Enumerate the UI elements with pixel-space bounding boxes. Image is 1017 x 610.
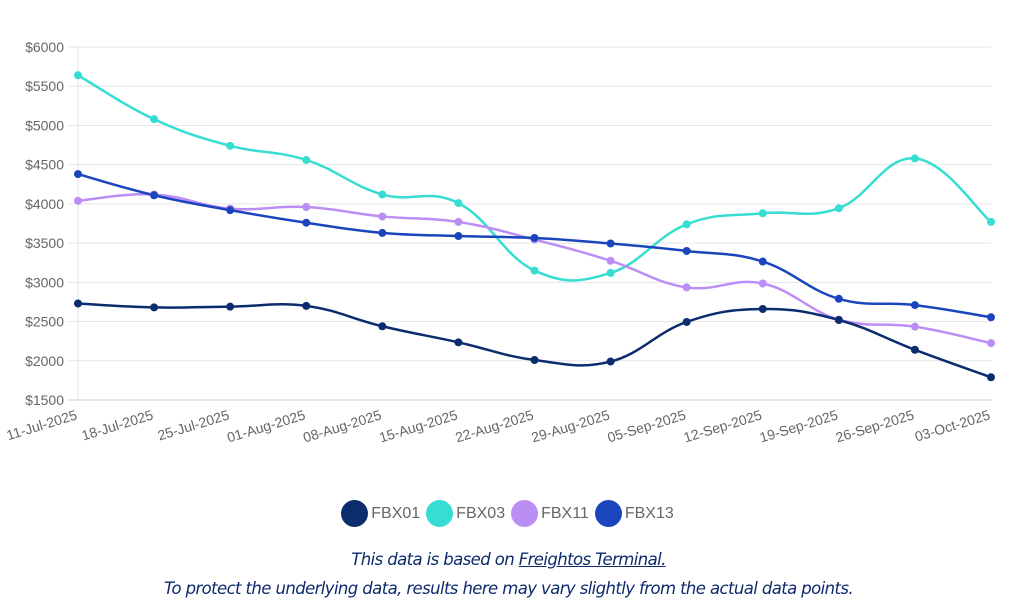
data-point-fbx11[interactable] (378, 212, 387, 221)
data-point-fbx11[interactable] (74, 196, 82, 205)
legend-item-fbx11[interactable]: FBX11 (511, 500, 589, 527)
x-tick-label: 15-Aug-2025 (377, 407, 459, 446)
series-line-fbx01 (77, 302, 992, 379)
y-tick-label: $4000 (25, 196, 64, 212)
data-point-fbx13[interactable] (758, 257, 767, 266)
y-tick-label: $1500 (25, 392, 64, 408)
y-axis: $1500 $2000 $2500 $3000 $3500 $4000 $4500 $5000… (25, 39, 64, 408)
x-tick-label: 03-Oct-2025 (913, 407, 992, 445)
legend-swatch-icon (426, 500, 454, 527)
data-point-fbx03[interactable] (454, 199, 463, 208)
data-point-fbx01[interactable] (682, 317, 691, 326)
data-point-fbx03[interactable] (987, 217, 995, 226)
data-point-fbx03[interactable] (682, 220, 691, 229)
freightos-terminal-link[interactable]: Freightos Terminal. (518, 550, 667, 569)
data-point-fbx13[interactable] (834, 294, 843, 303)
data-point-fbx03[interactable] (302, 155, 311, 164)
x-tick-label: 26-Sep-2025 (834, 407, 916, 446)
legend-item-fbx13[interactable]: FBX13 (594, 500, 674, 527)
data-point-fbx01[interactable] (454, 338, 463, 347)
x-tick-label: 12-Sep-2025 (682, 407, 764, 446)
x-tick-label: 05-Sep-2025 (605, 407, 687, 446)
series-line-fbx13 (77, 172, 992, 319)
data-point-fbx03[interactable] (910, 154, 919, 163)
data-point-fbx13[interactable] (302, 218, 311, 227)
series-lines (77, 74, 992, 379)
data-point-fbx03[interactable] (226, 141, 235, 150)
data-point-fbx03[interactable] (378, 190, 387, 199)
data-point-fbx13[interactable] (150, 191, 159, 200)
data-point-fbx13[interactable] (530, 234, 539, 243)
data-point-fbx13[interactable] (454, 232, 463, 241)
data-point-fbx03[interactable] (150, 115, 159, 124)
data-point-fbx03[interactable] (74, 71, 82, 80)
y-tick-label: $6000 (25, 39, 64, 55)
data-point-fbx11[interactable] (302, 203, 311, 212)
data-point-fbx13[interactable] (226, 206, 235, 215)
x-tick-label: 25-Jul-2025 (156, 407, 232, 444)
data-point-fbx01[interactable] (987, 373, 995, 382)
legend-swatch-icon (341, 500, 369, 527)
series-points (74, 71, 995, 382)
data-point-fbx03[interactable] (530, 266, 539, 275)
legend-label: FBX01 (371, 504, 421, 522)
x-tick-label: 22-Aug-2025 (453, 407, 535, 446)
y-tick-label: $4500 (25, 157, 64, 173)
data-point-fbx01[interactable] (302, 301, 311, 310)
y-tick-label: $2500 (25, 314, 64, 330)
y-tick-label: $2000 (25, 353, 64, 369)
x-tick-label: 08-Aug-2025 (301, 407, 383, 446)
y-tick-label: $3000 (25, 274, 64, 290)
data-point-fbx01[interactable] (226, 302, 235, 311)
data-point-fbx13[interactable] (74, 170, 82, 179)
data-point-fbx13[interactable] (378, 228, 387, 237)
data-point-fbx11[interactable] (682, 283, 691, 292)
footer-disclaimer: To protect the underlying data, results … (164, 579, 854, 598)
grid-lines (68, 46, 991, 401)
legend-item-fbx03[interactable]: FBX03 (426, 500, 505, 527)
series-line-fbx03 (77, 74, 992, 282)
y-tick-label: $5500 (25, 78, 64, 94)
data-point-fbx01[interactable] (530, 355, 539, 364)
x-axis: 11-Jul-2025 18-Jul-2025 25-Jul-202501-Aug-… (4, 407, 992, 446)
data-point-fbx11[interactable] (758, 279, 767, 288)
data-point-fbx11[interactable] (910, 322, 919, 331)
data-point-fbx03[interactable] (834, 204, 843, 213)
footer-source-note: This data is based on Freightos Terminal… (0, 550, 1017, 569)
data-point-fbx01[interactable] (758, 305, 767, 314)
data-point-fbx13[interactable] (910, 301, 919, 310)
legend-swatch-icon (594, 500, 622, 527)
data-point-fbx01[interactable] (74, 299, 82, 308)
legend-swatch-icon (511, 500, 539, 527)
line-chart: $1500 $2000 $2500 $3000 $3500 $4000 $4500 $5000… (4, 39, 995, 446)
x-tick-label: 18-Jul-2025 (80, 407, 156, 444)
y-tick-label: $5000 (25, 117, 64, 133)
data-point-fbx01[interactable] (834, 315, 843, 324)
data-point-fbx01[interactable] (606, 357, 615, 366)
legend-item-fbx01[interactable]: FBX01 (341, 500, 420, 527)
data-point-fbx03[interactable] (758, 209, 767, 218)
legend-label: FBX13 (624, 504, 674, 522)
data-point-fbx01[interactable] (910, 345, 919, 354)
data-point-fbx03[interactable] (606, 268, 615, 277)
data-point-fbx13[interactable] (682, 246, 691, 255)
x-tick-label: 19-Sep-2025 (758, 407, 840, 446)
legend-label: FBX11 (541, 504, 589, 522)
data-point-fbx13[interactable] (987, 313, 995, 322)
legend-label: FBX03 (456, 504, 506, 522)
data-point-fbx11[interactable] (454, 217, 463, 226)
x-tick-label: 11-Jul-2025 (4, 407, 79, 444)
footer-source-prefix: This data is based on (351, 550, 519, 569)
chart-legend: FBX01 FBX03 FBX11 FBX13 (0, 500, 1017, 527)
data-point-fbx11[interactable] (987, 339, 995, 348)
data-point-fbx11[interactable] (606, 256, 615, 265)
data-point-fbx01[interactable] (150, 303, 159, 312)
data-point-fbx13[interactable] (606, 239, 615, 248)
x-tick-label: 29-Aug-2025 (529, 407, 611, 446)
y-tick-label: $3500 (25, 235, 64, 251)
x-tick-label: 01-Aug-2025 (225, 407, 307, 446)
data-point-fbx01[interactable] (378, 322, 387, 331)
